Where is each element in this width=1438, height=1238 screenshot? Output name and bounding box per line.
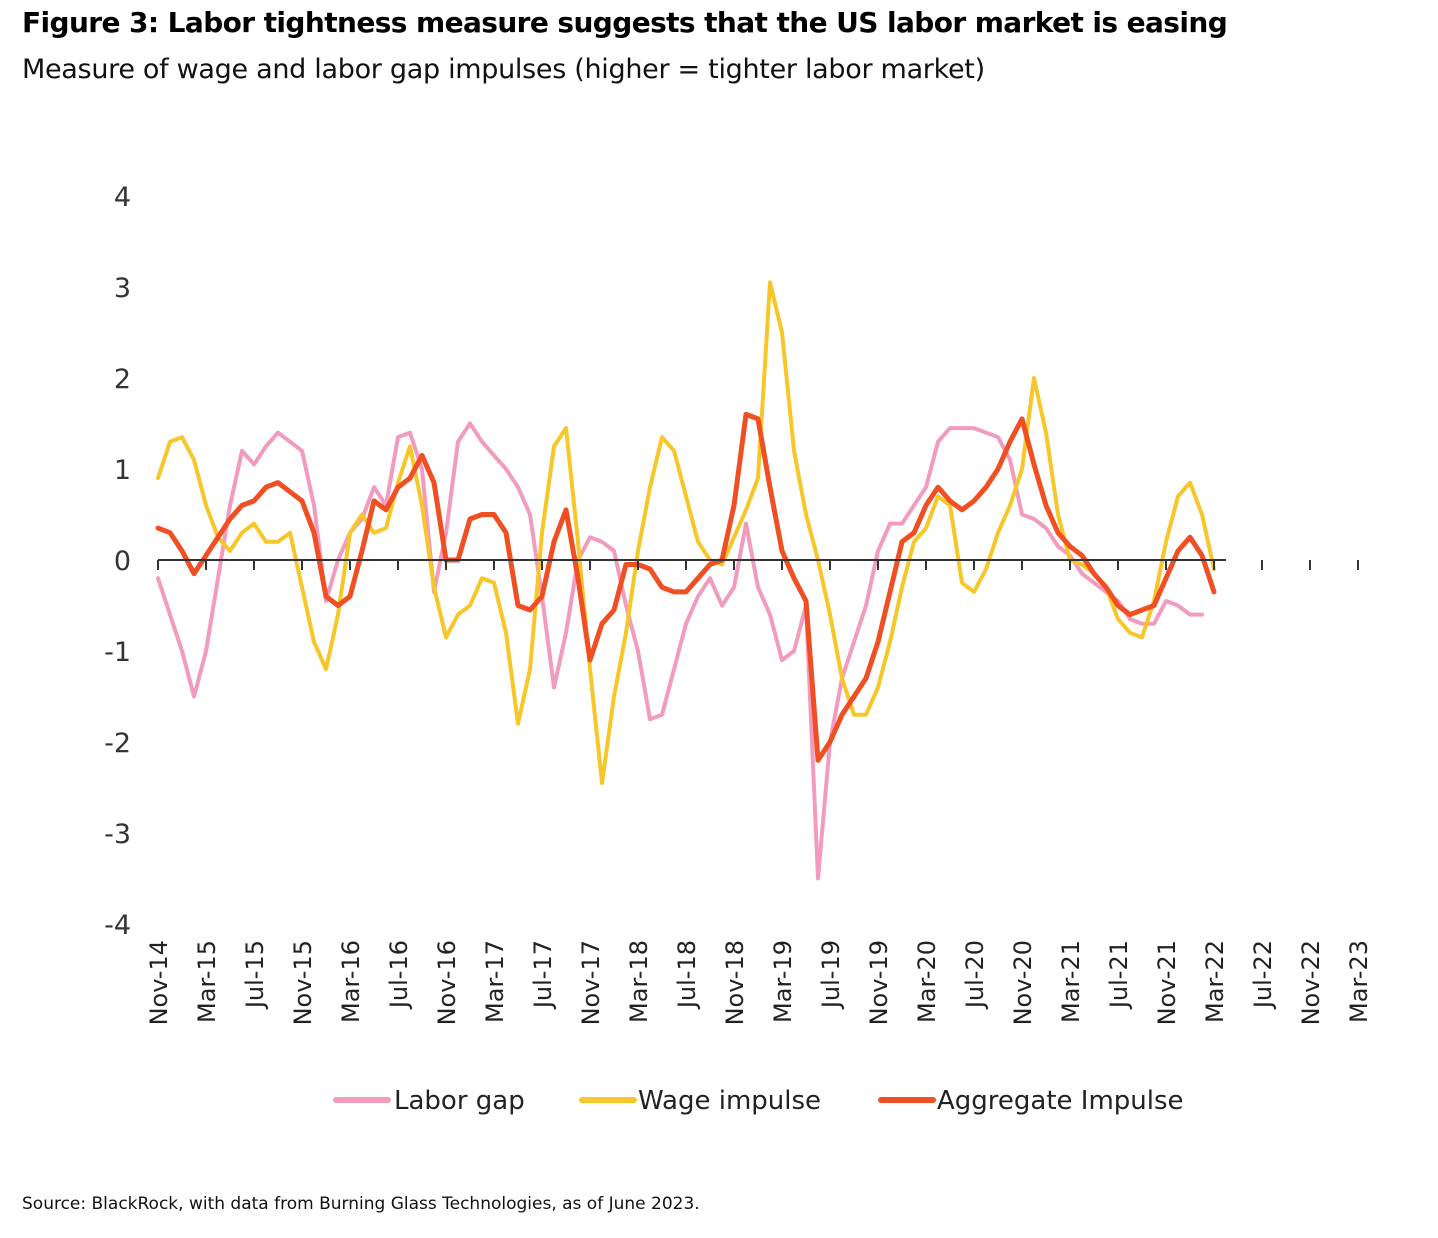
x-tick-label: Mar-20 [913,940,941,1023]
x-tick-label: Jul-21 [1105,940,1133,1010]
x-tick-label: Jul-16 [385,940,413,1010]
x-tick-label: Mar-23 [1345,940,1373,1023]
x-tick-label: Nov-20 [1009,940,1037,1025]
legend-item-labor-gap: Labor gap [333,1086,525,1116]
series-line-aggregate-impulse [155,411,1217,763]
x-tick-label: Mar-17 [481,940,509,1023]
x-tick-label: Mar-18 [625,940,653,1023]
x-tick-label: Jul-19 [817,940,845,1010]
y-tick-label: 2 [114,364,131,395]
y-tick-label: 3 [114,273,131,304]
series-line-wage-impulse [156,280,1216,785]
source-note: Source: BlackRock, with data from Burnin… [22,1194,700,1214]
y-tick-label: -4 [104,910,131,941]
x-axis [157,559,1359,570]
x-tick-label: Nov-15 [289,940,317,1025]
x-tick-label: Mar-16 [337,940,365,1023]
x-tick-label: Mar-19 [769,940,797,1023]
x-tick-label: Jul-18 [673,940,701,1010]
figure-subtitle: Measure of wage and labor gap impulses (… [22,54,985,85]
y-tick-label: 0 [114,546,131,577]
y-tick-label: -1 [104,637,131,668]
y-tick-label: -2 [104,728,131,759]
series-line-labor-gap [156,421,1204,881]
x-tick-label: Nov-21 [1153,940,1181,1025]
x-tick-label: Jul-22 [1249,940,1277,1010]
x-tick-label: Mar-15 [193,940,221,1023]
legend-label-aggregate-impulse: Aggregate Impulse [937,1086,1184,1116]
legend-item-aggregate-impulse: Aggregate Impulse [878,1086,1184,1116]
figure-title: Figure 3: Labor tightness measure sugges… [22,6,1228,39]
x-tick-label: Nov-14 [145,940,173,1025]
x-tick-label: Jul-17 [529,940,557,1010]
x-tick-label: Nov-19 [865,940,893,1025]
y-tick-label: 1 [114,455,131,486]
x-tick-label: Nov-17 [577,940,605,1025]
legend: Labor gap Wage impulse Aggregate Impulse [333,1086,1184,1116]
series-lines [155,280,1217,881]
x-tick-label: Jul-20 [961,940,989,1010]
x-tick-label: Nov-22 [1297,940,1325,1025]
x-tick-label: Nov-18 [721,940,749,1025]
x-tick-label: Nov-16 [433,940,461,1025]
x-tick-label: Mar-22 [1201,940,1229,1023]
legend-label-labor-gap: Labor gap [394,1086,525,1116]
y-tick-label: -3 [104,819,131,850]
y-tick-label: 4 [114,182,131,213]
x-axis-labels: Nov-14 Mar-15 Jul-15 Nov-15 Mar-16 Jul-16 Nov-… [145,940,1373,1025]
x-tick-label: Jul-15 [241,940,269,1010]
legend-item-wage-impulse: Wage impulse [579,1086,821,1116]
y-axis: 4 3 2 1 0 -1 -2 -3 -4 [104,182,131,941]
x-tick-label: Mar-21 [1057,940,1085,1023]
legend-label-wage-impulse: Wage impulse [638,1086,821,1116]
